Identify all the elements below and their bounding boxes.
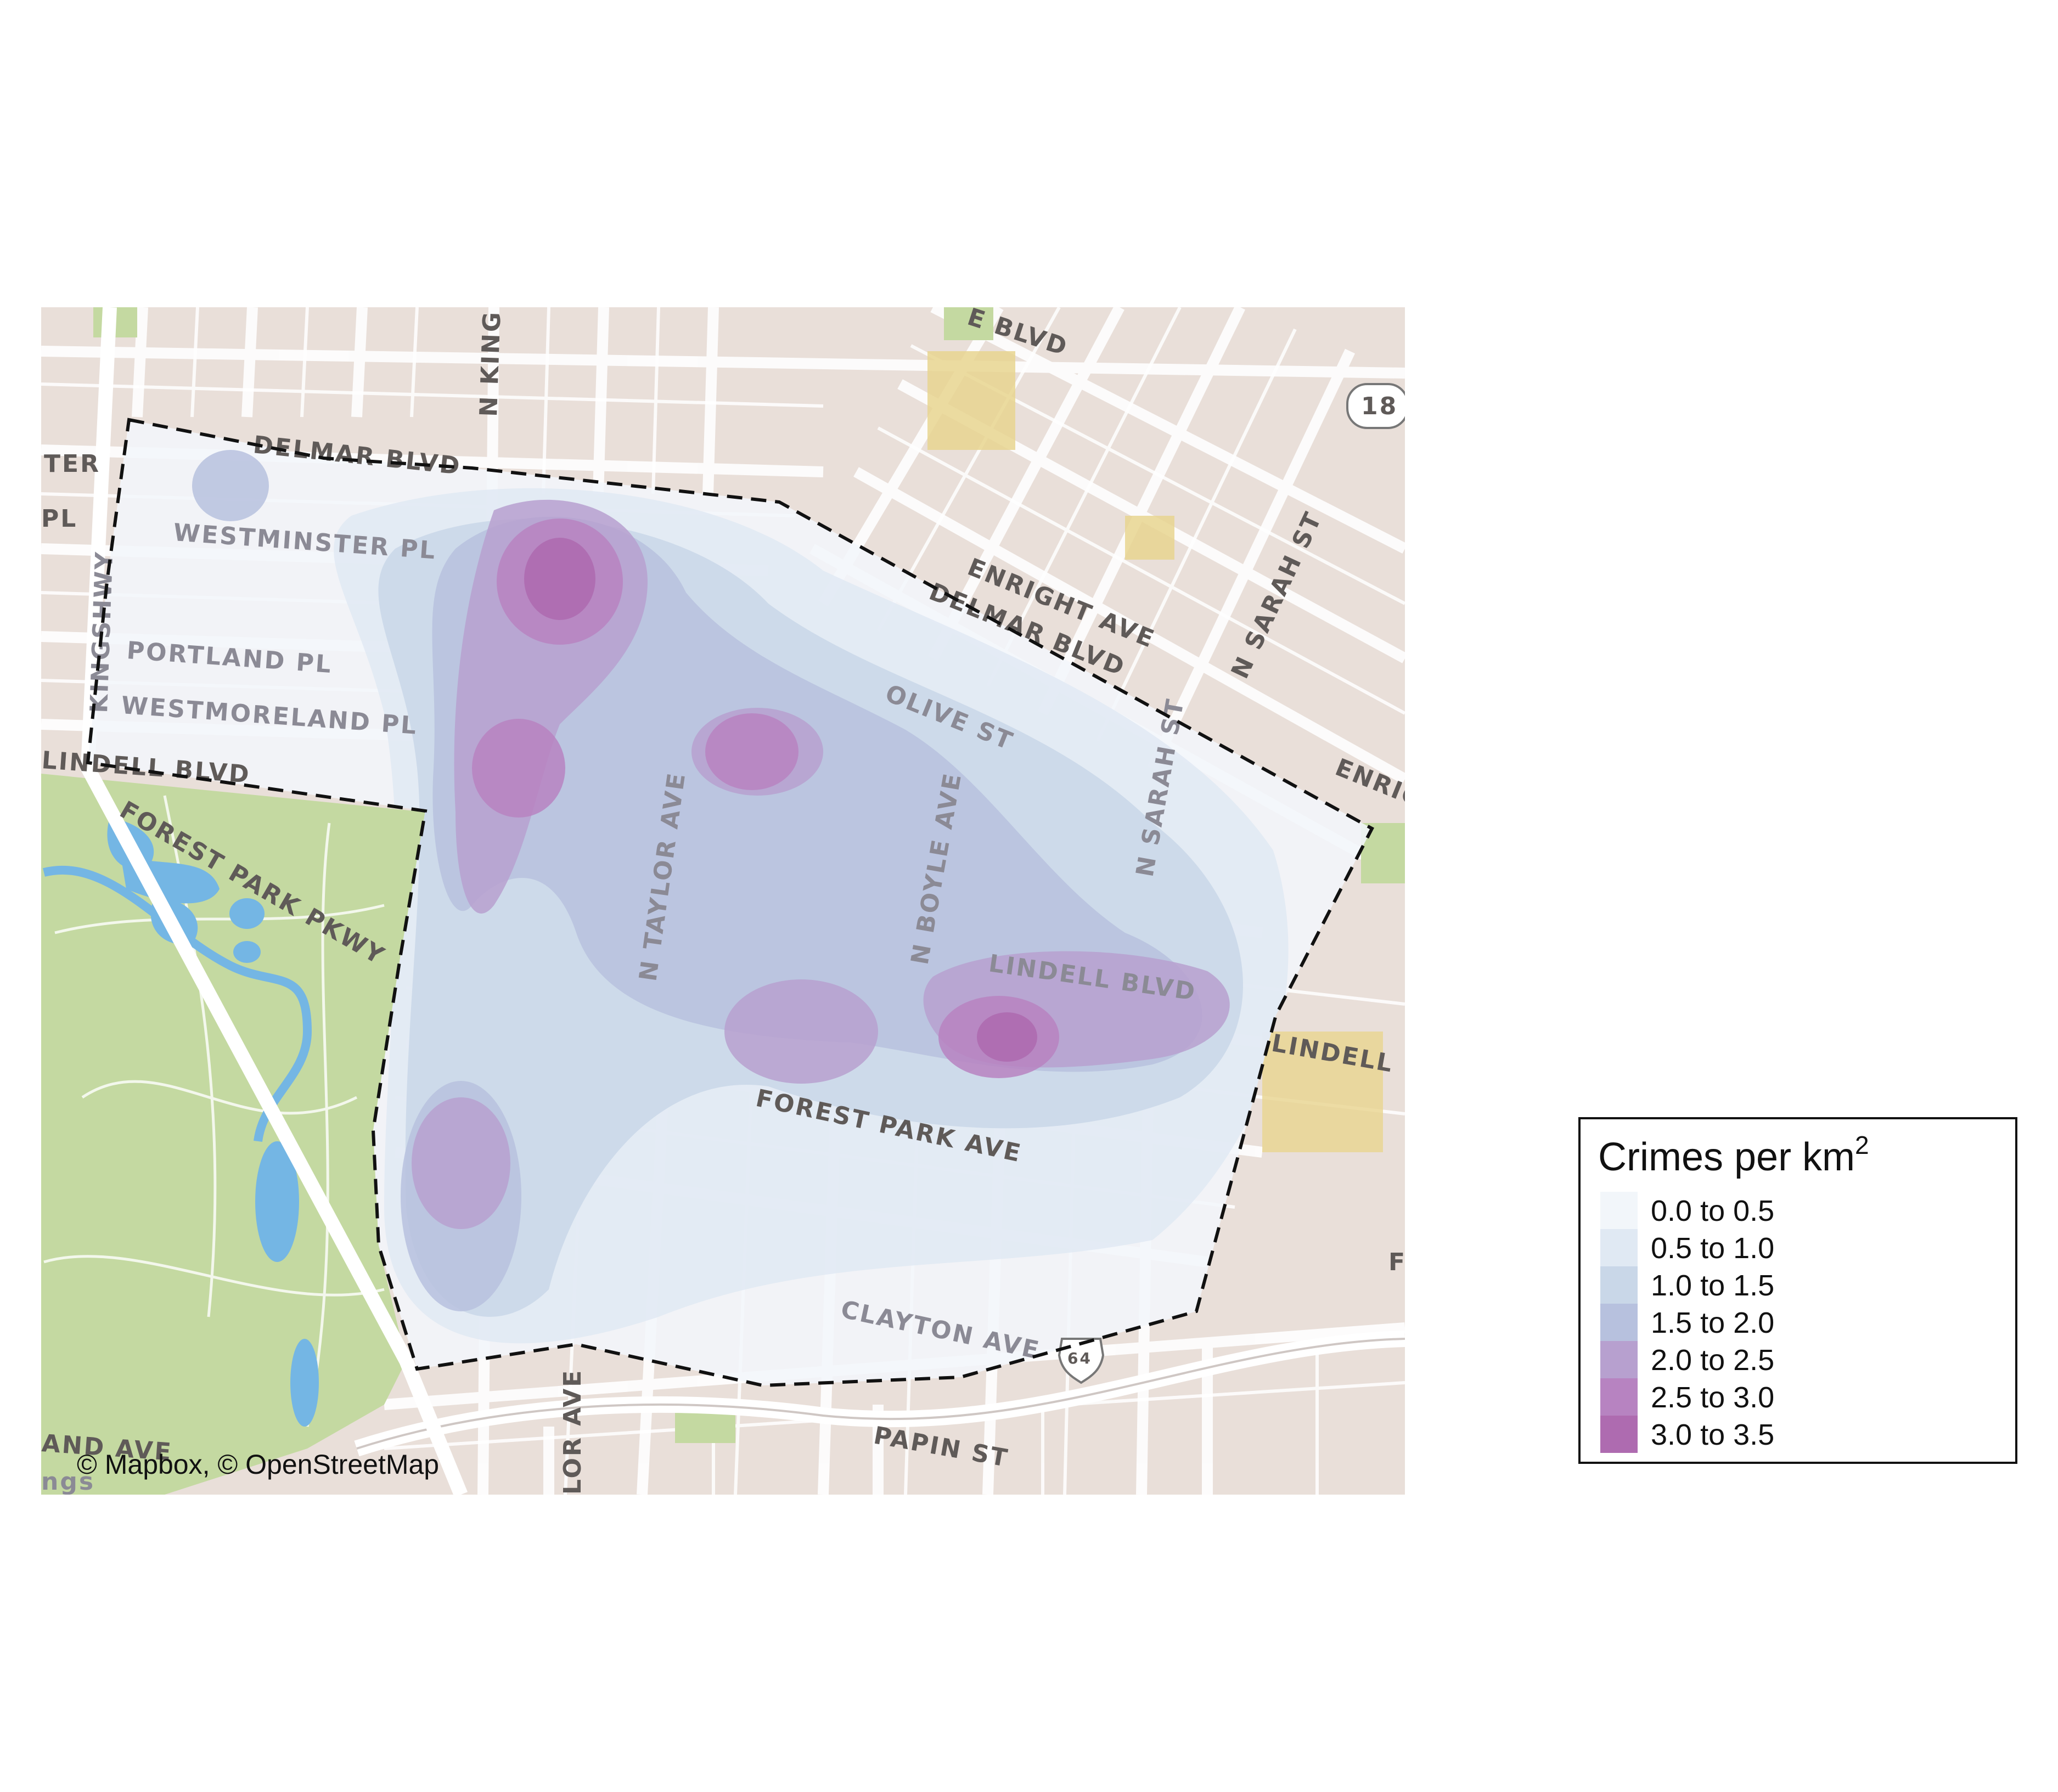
contour-2-5-to-3-0 bbox=[705, 713, 799, 790]
legend-swatch bbox=[1600, 1192, 1638, 1229]
legend-swatch bbox=[1600, 1266, 1638, 1304]
legend-swatch bbox=[1600, 1378, 1638, 1416]
legend-item: 1.5 to 2.0 bbox=[1600, 1304, 1995, 1341]
legend-label: 3.0 to 3.5 bbox=[1651, 1418, 1775, 1451]
interstate-label: 64 bbox=[1067, 1349, 1092, 1367]
contour-2-0-to-2-5 bbox=[412, 1097, 510, 1229]
route-18-label: 18 bbox=[1361, 392, 1398, 420]
map-attribution: © Mapbox, © OpenStreetMap bbox=[77, 1449, 440, 1480]
legend-label: 2.5 to 3.0 bbox=[1651, 1381, 1775, 1414]
interstate-shield bbox=[1058, 1338, 1105, 1384]
contour-2-0-to-2-5 bbox=[724, 979, 878, 1084]
legend-item: 2.5 to 3.0 bbox=[1600, 1378, 1995, 1416]
legend-item: 0.0 to 0.5 bbox=[1600, 1192, 1995, 1229]
legend-item: 0.5 to 1.0 bbox=[1600, 1229, 1995, 1266]
street-label: LOR AVE bbox=[559, 1369, 587, 1495]
campus-patch bbox=[1262, 1032, 1383, 1152]
campus-patch bbox=[1125, 516, 1174, 560]
park-paths bbox=[43, 795, 385, 1427]
legend-label: 2.0 to 2.5 bbox=[1651, 1344, 1775, 1377]
contour-3-0-to-3-5 bbox=[977, 1012, 1037, 1062]
kingshighway-road bbox=[80, 307, 468, 1495]
contour-3-0-to-3-5 bbox=[524, 538, 595, 620]
street-label: PL bbox=[41, 505, 77, 533]
legend-title-text: Crimes per km bbox=[1598, 1135, 1855, 1179]
legend-title: Crimes per km2 bbox=[1598, 1130, 1869, 1180]
density-contours bbox=[88, 420, 1372, 1385]
legend-title-superscript: 2 bbox=[1855, 1131, 1869, 1159]
legend-swatch bbox=[1600, 1304, 1638, 1341]
park-patch bbox=[944, 307, 993, 340]
density-legend: Crimes per km2 0.0 to 0.5 0.5 to 1.0 1.0… bbox=[1578, 1117, 2017, 1464]
street-label: F bbox=[1388, 1248, 1407, 1276]
legend-item: 1.0 to 1.5 bbox=[1600, 1266, 1995, 1304]
route-18-shield bbox=[1346, 383, 1405, 429]
forest-park-area bbox=[41, 774, 425, 1495]
contour-1-5-to-2-0 bbox=[192, 450, 269, 521]
street-label: TER bbox=[44, 450, 100, 478]
contour-1-5-to-2-0 bbox=[432, 516, 1202, 1072]
neighborhood-boundary bbox=[86, 418, 1375, 1388]
legend-label: 1.0 to 1.5 bbox=[1651, 1269, 1775, 1302]
street-label: ngs bbox=[41, 1468, 95, 1496]
campus-patch bbox=[927, 351, 1015, 450]
park-river bbox=[43, 865, 312, 1142]
street-label: N KING bbox=[475, 310, 507, 417]
legend-swatch bbox=[1600, 1229, 1638, 1266]
legend-swatch bbox=[1600, 1341, 1638, 1378]
legend-swatch bbox=[1600, 1416, 1638, 1453]
contour-2-5-to-3-0 bbox=[472, 719, 565, 818]
highway-i64-edge bbox=[356, 1338, 1405, 1450]
legend-item: 3.0 to 3.5 bbox=[1600, 1416, 1995, 1453]
legend-label: 0.5 to 1.0 bbox=[1651, 1232, 1775, 1265]
legend-label: 0.0 to 0.5 bbox=[1651, 1194, 1775, 1227]
legend-item: 2.0 to 2.5 bbox=[1600, 1341, 1995, 1378]
legend-label: 1.5 to 2.0 bbox=[1651, 1306, 1775, 1339]
